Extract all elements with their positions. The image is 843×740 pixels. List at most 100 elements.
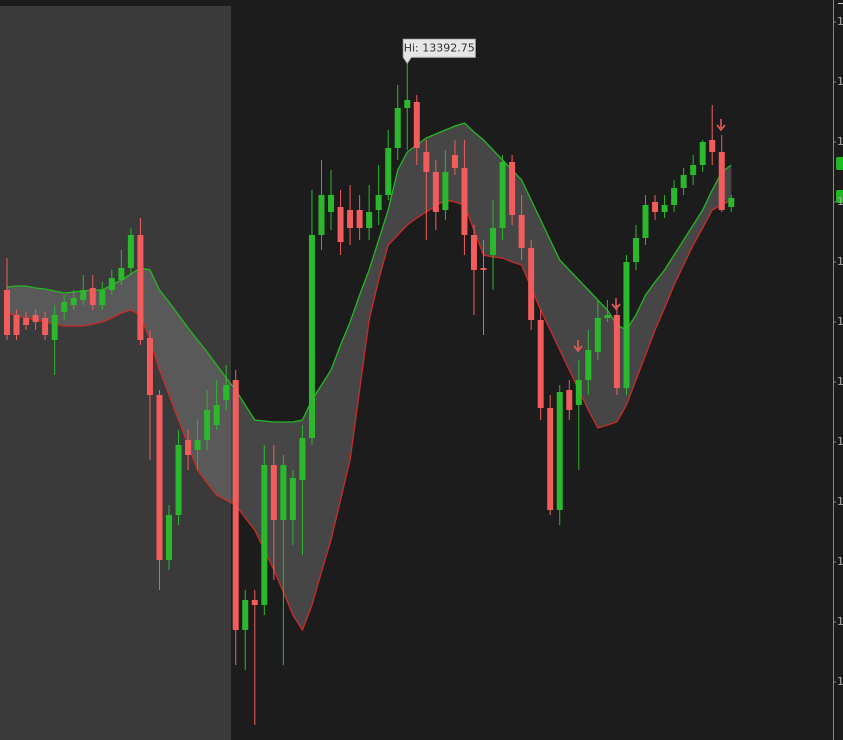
candle-body [613,315,620,388]
price-badge [836,157,843,170]
candle-body [99,290,106,305]
candle-body [442,172,449,210]
session-shade [0,6,231,740]
candle-body [280,465,287,520]
candle-body [166,515,173,560]
signal-arrow [611,298,621,311]
candle-body [366,212,373,228]
candle-body [728,198,735,207]
candle-body [32,315,39,322]
candle-body [480,268,487,270]
candle-body [251,600,258,605]
y-tick-label: 13194 [837,255,843,268]
candle-body [528,248,535,320]
candle-body [575,380,582,405]
candle-body [223,385,230,400]
candle-body [194,440,201,450]
annotations: Hi: 13392.75 [402,38,476,65]
y-tick-label: 12774 [837,675,843,688]
candle-body [566,390,573,410]
candle-body [270,465,277,520]
price-badge [836,190,843,203]
candle-body [632,238,639,262]
candle-body [394,108,401,148]
candle-body [175,445,182,515]
candle-body [690,165,697,175]
y-tick-label: 13434 [837,15,843,28]
candle-body [671,188,678,205]
candle-body [432,172,439,212]
candle-body [470,235,477,270]
y-tick-label: 13134 [837,315,843,328]
tick-labels: 13434 13374 13314 13254 13194 13134 13074 13014… [833,15,843,688]
y-tick-label: 13254 [837,195,843,208]
candle-body [423,152,430,172]
candle-body [518,215,525,248]
candle-body [146,338,153,395]
candle-body [89,288,96,305]
candle-body [204,410,211,440]
candle-body [156,395,163,560]
candle-body [413,102,420,148]
candle-body [642,205,649,238]
candle-body [61,302,68,312]
candle-body [585,350,592,380]
y-tick-label: 12894 [837,555,843,568]
candle-body [709,140,716,152]
candle-body [4,290,10,335]
candle-body [623,262,630,388]
candle-body [13,315,20,335]
candle-body [127,235,134,268]
y-tick-label: 12834 [837,615,843,628]
candle-body [289,478,296,520]
candle-body [356,210,363,228]
candle-body [499,162,506,228]
candle-body [594,318,601,352]
candle-body [261,465,268,605]
candle-body [537,320,544,408]
band-fill [7,123,732,630]
plot-area [4,63,735,725]
candle-body [318,195,325,235]
candle-body [213,405,220,425]
signal-arrow [573,340,583,353]
y-tick-label: 13314 [837,135,843,148]
candle-body [404,100,411,108]
candle-body [604,315,611,318]
candle-body [385,148,392,195]
candle-body [661,205,668,212]
candle-body [652,202,659,212]
candle-body [232,380,239,630]
callout-label: Hi: 13392.75 [404,41,475,54]
candle-body [680,175,687,188]
candle-body [718,152,725,210]
candle-body [242,600,249,630]
candle-body [299,438,306,480]
candle-body [328,195,335,212]
signal-arrows [573,119,726,353]
candle-body [70,298,77,305]
callout-box [402,38,476,65]
y-tick-label: 13014 [837,435,843,448]
candle-body [42,318,49,335]
candle-body [308,235,315,438]
candle-body [490,228,497,255]
candle-body [108,278,115,290]
band-line [6,199,732,632]
y-tick-label: 13374 [837,75,843,88]
candle-body [80,290,87,300]
y-tick-label: 12954 [837,495,843,508]
candle-body [118,268,125,280]
candle-body [51,315,58,340]
candle-body [509,162,516,215]
candle-body [375,195,382,210]
candle-body [556,392,563,510]
candle-body [337,207,344,242]
candle-body [451,155,458,168]
candle-body [23,318,30,325]
price-axis [833,0,843,740]
signal-arrow [716,119,726,132]
y-tick-label: 13074 [837,375,843,388]
candle-body [137,235,144,340]
